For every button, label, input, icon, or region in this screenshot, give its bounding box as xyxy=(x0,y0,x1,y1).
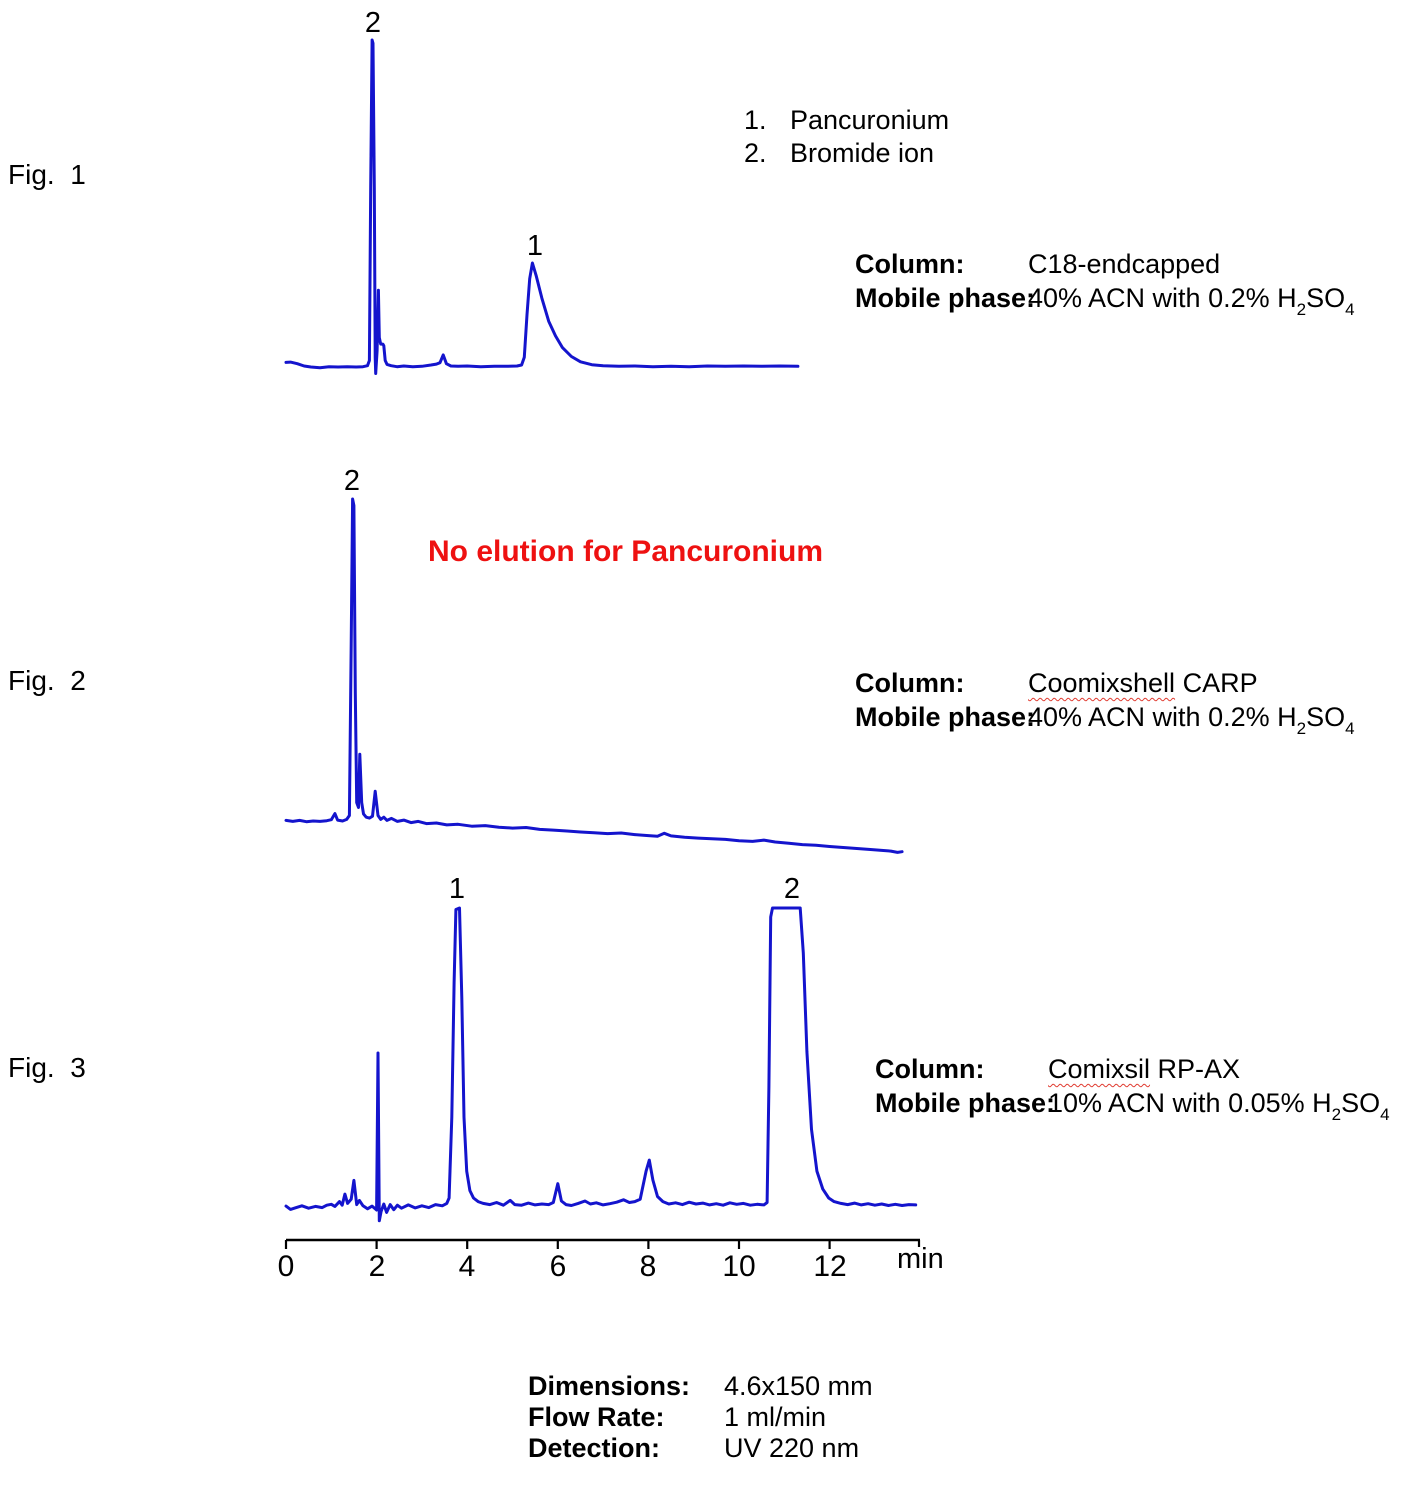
flow-rate-label: Flow Rate: xyxy=(528,1402,665,1432)
column-label: Column: xyxy=(855,668,965,698)
fig1-column-row: Column: C18-endcapped xyxy=(855,247,1355,281)
peak-legend: 1. Pancuronium 2. Bromide ion xyxy=(744,104,949,170)
dimensions-label: Dimensions: xyxy=(528,1371,691,1401)
legend-item-pancuronium: 1. Pancuronium xyxy=(744,104,949,137)
x-axis xyxy=(284,1238,921,1249)
subscript: 4 xyxy=(1345,300,1355,319)
text-part: 40% ACN with 0.2% H xyxy=(1028,702,1297,732)
x-tick-label-4: 4 xyxy=(458,1250,476,1283)
mobile-phase-value: 40% ACN with 0.2% H2SO4 xyxy=(1028,702,1355,738)
fig1-trace xyxy=(284,38,800,375)
mobile-phase-value: 10% ACN with 0.05% H2SO4 xyxy=(1048,1088,1390,1124)
text-part: 10% ACN with 0.05% H xyxy=(1048,1088,1332,1118)
legend-item-bromide: 2. Bromide ion xyxy=(744,137,949,170)
text-part: Coomixshell xyxy=(1028,668,1176,698)
detection-row: Detection: UV 220 nm xyxy=(528,1433,873,1464)
legend-name: Pancuronium xyxy=(790,105,950,135)
x-tick-label-6: 6 xyxy=(549,1250,567,1283)
text-part: RP-AX xyxy=(1150,1054,1241,1084)
legend-number: 2. xyxy=(744,138,767,168)
fig2-peak-label-2: 2 xyxy=(343,465,361,497)
fig3-method-info: Column: Comixsil RP-AX Mobile phase:10% A… xyxy=(875,1052,1390,1124)
text-part: Comixsil xyxy=(1048,1054,1151,1084)
fig2-label: Fig. 2 xyxy=(8,665,86,696)
subscript: 4 xyxy=(1345,719,1355,738)
text-part: CARP xyxy=(1175,668,1258,698)
column-label: Column: xyxy=(855,249,965,279)
fig1-peak-label-1: 1 xyxy=(526,230,544,262)
x-tick-label-12: 12 xyxy=(813,1250,847,1283)
x-axis-unit-label: min xyxy=(897,1243,944,1275)
legend-number: 1. xyxy=(744,105,767,135)
fig2-mobile-phase-row: Mobile phase:40% ACN with 0.2% H2SO4 xyxy=(855,700,1355,738)
text-part: SO xyxy=(1306,702,1346,732)
fig3-trace xyxy=(284,906,918,1223)
fig3-peak-label-2: 2 xyxy=(783,873,801,905)
column-label: Column: xyxy=(875,1054,985,1084)
dimensions-value: 4.6x150 mm xyxy=(724,1371,873,1401)
mobile-phase-label: Mobile phase: xyxy=(855,283,1036,313)
x-tick-label-8: 8 xyxy=(639,1250,657,1283)
subscript: 2 xyxy=(1296,300,1307,319)
fig3-column-row: Column: Comixsil RP-AX xyxy=(875,1052,1390,1086)
fig2-trace xyxy=(284,497,904,854)
x-tick-label-0: 0 xyxy=(277,1250,295,1283)
subscript: 2 xyxy=(1296,719,1307,738)
mobile-phase-label: Mobile phase: xyxy=(875,1088,1056,1118)
text-part: SO xyxy=(1306,283,1346,313)
column-value: C18-endcapped xyxy=(1028,249,1220,279)
fig1-label: Fig. 1 xyxy=(8,159,86,190)
method-details: Dimensions: 4.6x150 mm Flow Rate: 1 ml/min… xyxy=(528,1371,873,1464)
fig1-method-info: Column: C18-endcapped Mobile phase:40% AC… xyxy=(855,247,1355,319)
flow-rate-row: Flow Rate: 1 ml/min xyxy=(528,1402,873,1433)
fig1-mobile-phase-row: Mobile phase:40% ACN with 0.2% H2SO4 xyxy=(855,281,1355,319)
fig1-peak-label-2: 2 xyxy=(364,7,382,39)
subscript: 4 xyxy=(1380,1105,1390,1124)
fig2-method-info: Column: Coomixshell CARP Mobile phase:40%… xyxy=(855,666,1355,738)
subscript: 2 xyxy=(1331,1105,1342,1124)
text-part: 40% ACN with 0.2% H xyxy=(1028,283,1297,313)
detection-value: UV 220 nm xyxy=(724,1433,860,1463)
x-tick-label-2: 2 xyxy=(368,1250,386,1283)
flow-rate-value: 1 ml/min xyxy=(724,1402,827,1432)
fig3-label: Fig. 3 xyxy=(8,1052,86,1083)
x-tick-label-10: 10 xyxy=(722,1250,756,1283)
fig3-peak-label-1: 1 xyxy=(448,873,466,905)
mobile-phase-label: Mobile phase: xyxy=(855,702,1036,732)
legend-name: Bromide ion xyxy=(790,138,935,168)
dimensions-row: Dimensions: 4.6x150 mm xyxy=(528,1371,873,1402)
text-part: SO xyxy=(1341,1088,1381,1118)
column-value: Coomixshell CARP xyxy=(1028,668,1258,698)
column-value: Comixsil RP-AX xyxy=(1048,1054,1240,1084)
fig3-mobile-phase-row: Mobile phase:10% ACN with 0.05% H2SO4 xyxy=(875,1086,1390,1124)
detection-label: Detection: xyxy=(528,1433,661,1463)
mobile-phase-value: 40% ACN with 0.2% H2SO4 xyxy=(1028,283,1355,319)
no-elution-annotation: No elution for Pancuronium xyxy=(428,535,823,568)
x-axis-ticks xyxy=(284,1240,831,1249)
fig2-column-row: Column: Coomixshell CARP xyxy=(855,666,1355,700)
text-part: C18-endcapped xyxy=(1028,249,1221,279)
